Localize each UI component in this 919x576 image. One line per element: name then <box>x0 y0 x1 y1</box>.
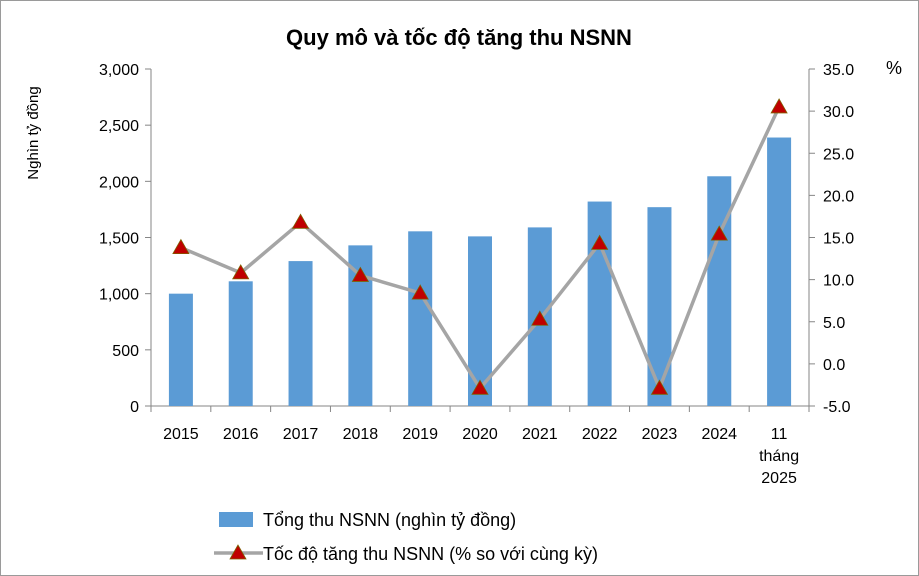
bar <box>707 176 732 406</box>
x-tick-label: 2018 <box>343 426 379 443</box>
x-tick-label: 2016 <box>223 426 259 443</box>
y-left-tick-label: 1,000 <box>99 287 139 304</box>
line-point <box>770 98 788 114</box>
x-tick-label: 2023 <box>642 426 678 443</box>
line-point <box>650 379 669 395</box>
y-left-tick-label: 2,500 <box>99 118 139 135</box>
y-left-tick-label: 500 <box>112 343 139 360</box>
line-point <box>351 266 370 282</box>
y-right-tick-label: 30.0 <box>823 104 854 121</box>
line-series <box>172 98 788 395</box>
line-point <box>590 234 609 250</box>
line-point <box>531 310 549 326</box>
line-point <box>172 238 190 255</box>
x-tick-label: 2024 <box>701 426 737 443</box>
bar <box>228 281 253 406</box>
chart-title: Quy mô và tốc độ tăng thu NSNN <box>286 25 632 50</box>
legend-line-label: Tốc độ tăng thu NSNN (% so với cùng kỳ) <box>263 544 598 564</box>
x-tick-label: 2015 <box>163 426 199 443</box>
y-left-tick-label: 0 <box>130 399 139 416</box>
bar-series <box>168 137 792 407</box>
y-right-tick-label: 20.0 <box>823 188 854 205</box>
legend-bar-label: Tổng thu NSNN (nghìn tỷ đồng) <box>263 510 516 530</box>
y-right-tick-label: 5.0 <box>823 315 845 332</box>
line-point <box>291 213 310 229</box>
bar <box>408 231 433 406</box>
y-axis-right-label: % <box>886 58 902 78</box>
legend-bar-swatch <box>219 512 253 527</box>
line-point <box>710 225 728 241</box>
legend: Tổng thu NSNN (nghìn tỷ đồng) Tốc độ tăng… <box>214 510 598 564</box>
y-left-tick-label: 1,500 <box>99 231 139 248</box>
bar <box>168 293 193 406</box>
bar <box>647 207 672 406</box>
x-tick-label: 2022 <box>582 426 618 443</box>
y-left-tick-label: 3,000 <box>99 62 139 79</box>
x-tick-labels: 2015 2016 2017 2018 2019 2020 2021 2022 2023 2024… <box>163 426 799 487</box>
x-tick-label: 2020 <box>462 426 498 443</box>
legend-line-marker <box>229 544 247 560</box>
y-left-tick-label: 2,000 <box>99 174 139 191</box>
line-point <box>411 284 429 300</box>
bar <box>587 201 612 406</box>
y-right-tick-label: 0.0 <box>823 357 845 374</box>
x-tick-label: 11 tháng 2025 <box>759 426 799 487</box>
line-point <box>232 264 250 280</box>
bar <box>288 261 313 406</box>
x-tick-label: 2019 <box>402 426 438 443</box>
bar <box>767 137 792 407</box>
line-point <box>471 379 489 395</box>
y-right-tick-label: 25.0 <box>823 146 854 163</box>
x-tick-label: 2017 <box>283 426 319 443</box>
y-axis-left-label: Nghìn tỷ đồng <box>25 86 42 179</box>
y-right-tick-label: 10.0 <box>823 273 854 290</box>
y-right-tick-label: 35.0 <box>823 62 854 79</box>
y-right-tick-label: 15.0 <box>823 231 854 248</box>
axes: 0 500 1,000 1,500 2,000 2,500 3,000 -5.0 0.0 5.0 1… <box>99 62 854 416</box>
x-tick-label: 2021 <box>522 426 558 443</box>
y-right-tick-label: -5.0 <box>823 399 851 416</box>
